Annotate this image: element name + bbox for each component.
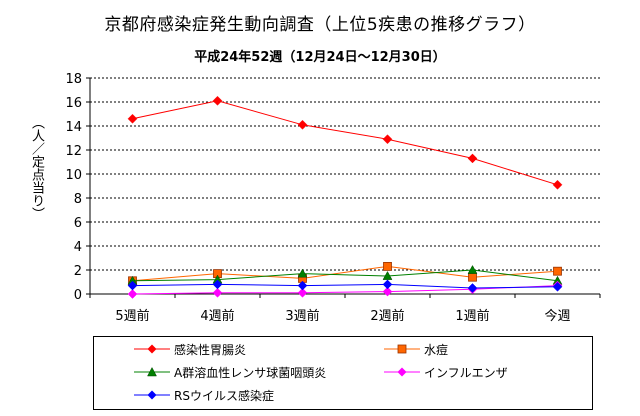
data-point-0	[382, 134, 393, 145]
data-point-0	[212, 95, 223, 106]
x-tick-label: 2週前	[370, 308, 404, 324]
y-tick-label: 18	[65, 72, 82, 87]
data-point-0	[127, 113, 138, 124]
data-point-4	[467, 283, 478, 293]
legend-label: A群溶血性レンサ球菌咽頭炎	[174, 365, 327, 380]
legend-item: RSウイルス感染症	[134, 386, 274, 404]
series-line-0	[132, 100, 558, 186]
y-tick-label: 4	[74, 240, 82, 255]
legend-item: 感染性胃腸炎	[134, 340, 246, 358]
x-tick-label: 今週	[544, 308, 570, 324]
x-tick-label: 5週前	[115, 308, 149, 324]
data-point-0	[552, 179, 563, 190]
data-point-4	[382, 279, 393, 290]
legend-item: A群溶血性レンサ球菌咽頭炎	[134, 363, 326, 381]
data-point-1	[553, 266, 562, 276]
series-line-3	[132, 285, 558, 295]
legend-swatch	[134, 390, 170, 400]
data-point-0	[297, 119, 308, 130]
y-axis-label: （人／定点当り）	[29, 116, 44, 220]
data-point-0	[467, 153, 478, 164]
series-line-4	[132, 283, 558, 289]
y-tick-label: 12	[65, 144, 82, 159]
x-tick-label: 1週前	[455, 308, 489, 324]
x-tick-label: 3週前	[285, 308, 319, 324]
data-point-3	[382, 286, 393, 297]
data-point-4	[212, 279, 223, 290]
data-point-4	[552, 281, 563, 292]
legend-label: RSウイルス感染症	[174, 388, 274, 403]
data-point-2	[297, 268, 308, 278]
y-tick-label: 16	[65, 96, 82, 111]
data-point-1	[468, 272, 477, 282]
legend-label: 感染性胃腸炎	[174, 342, 247, 357]
data-point-4	[297, 280, 308, 291]
legend-label: 水痘	[424, 342, 449, 357]
legend-swatch	[134, 366, 170, 377]
legend-item: 水痘	[384, 340, 448, 358]
legend-swatch	[134, 344, 170, 354]
legend-swatch	[384, 344, 420, 354]
chart-legend: 感染性胃腸炎 水痘 A群溶血性レンサ球菌咽頭炎 インフルエンザ RSウイルス感染症	[93, 336, 593, 410]
y-tick-label: 0	[74, 288, 82, 303]
y-tick-label: 10	[65, 168, 82, 183]
chart-subtitle: 平成24年52週（12月24日～12月30日）	[194, 50, 446, 65]
legend-item: インフルエンザ	[384, 363, 508, 381]
data-point-2	[467, 264, 478, 274]
y-tick-label: 14	[65, 120, 82, 135]
data-point-1	[383, 261, 392, 271]
legend-label: インフルエンザ	[424, 365, 508, 380]
y-tick-label: 8	[74, 192, 82, 207]
x-tick-label: 4週前	[200, 308, 234, 324]
y-tick-label: 2	[74, 264, 82, 279]
data-point-3	[297, 287, 308, 298]
legend-swatch	[384, 367, 420, 377]
data-point-4	[127, 280, 138, 291]
series-line-2	[132, 269, 558, 282]
data-point-3	[127, 289, 138, 299]
y-tick-label: 6	[74, 216, 82, 231]
chart-title: 京都府感染症発生動向調査（上位5疾患の推移グラフ）	[104, 15, 536, 35]
data-point-3	[212, 287, 223, 298]
series-line-1	[132, 265, 558, 282]
